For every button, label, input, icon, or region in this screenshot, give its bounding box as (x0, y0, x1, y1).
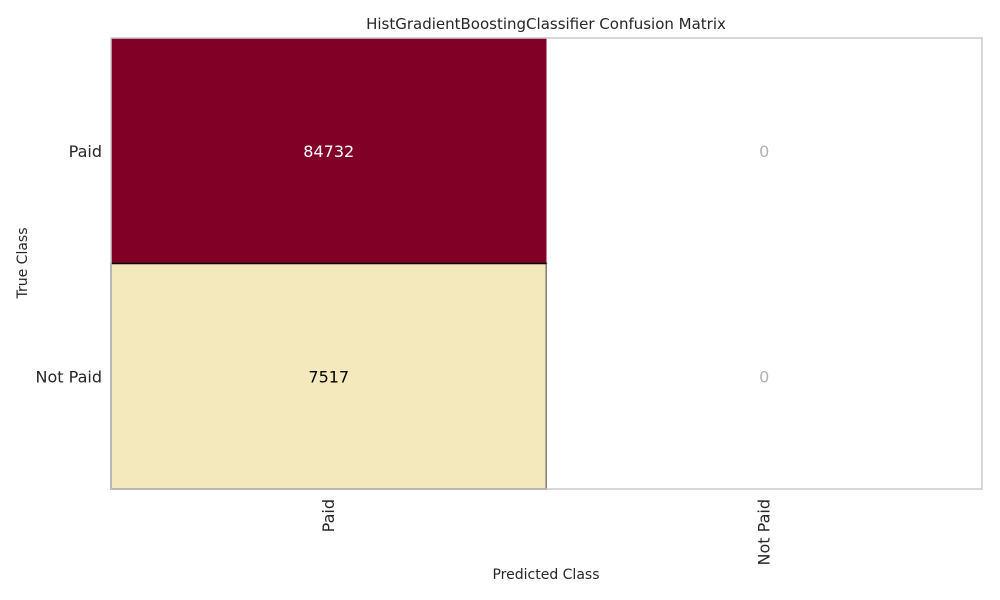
x-tick-label: Not Paid (754, 499, 773, 565)
heatmap-cell-value: 0 (759, 142, 769, 161)
y-tick-label: Not Paid (36, 367, 102, 386)
x-tick-labels: Paid Not Paid (319, 499, 774, 565)
y-tick-label: Paid (69, 142, 102, 161)
y-tick-labels: Paid Not Paid (36, 142, 102, 387)
chart-title: HistGradientBoostingClassifier Confusion… (366, 15, 726, 33)
heatmap-cell-value: 84732 (303, 142, 354, 161)
heatmap-cell (546, 38, 982, 264)
x-axis-label: Predicted Class (492, 567, 599, 583)
heatmap-cell (110, 262, 548, 490)
heatmap-cell-value: 7517 (308, 367, 349, 386)
heatmap-cell (111, 38, 547, 264)
x-tick-label: Paid (319, 499, 338, 532)
heatmap-cells (110, 38, 982, 490)
plot-frame (110, 37, 983, 490)
heatmap-cell-labels: 84732 0 7517 0 (303, 142, 769, 387)
y-axis-label: True Class (15, 227, 31, 299)
heatmap-cell-value: 0 (759, 367, 769, 386)
heatmap-cell (546, 263, 982, 489)
